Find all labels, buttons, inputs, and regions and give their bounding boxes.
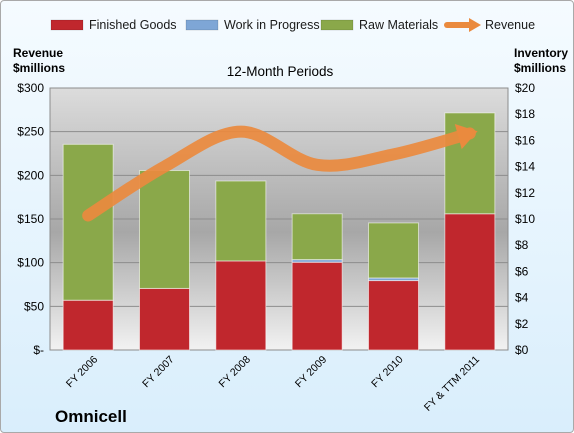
x-tick-label: FY 2006 <box>64 354 101 391</box>
right-tick-label: $0 <box>515 343 529 357</box>
bar-raw-materials <box>291 213 343 261</box>
bar-group <box>62 112 496 351</box>
revenue-line <box>82 125 476 222</box>
legend-label: Finished Goods <box>89 18 177 32</box>
right-tick-label: $2 <box>515 317 529 331</box>
right-tick-label: $8 <box>515 238 529 252</box>
left-tick-label: $200 <box>17 168 44 182</box>
bar-finished-goods <box>139 287 190 351</box>
left-tick-label: $100 <box>17 256 44 270</box>
right-tick-label: $12 <box>515 186 535 200</box>
x-axis-ticks: FY 2006 FY 2007 FY 2008 FY 2009 FY 2010 FY & … <box>64 354 482 414</box>
right-tick-label: $18 <box>515 107 535 121</box>
bar-finished-goods <box>215 260 267 351</box>
legend-swatch <box>320 19 354 31</box>
left-tick-label: $150 <box>17 212 44 226</box>
right-tick-label: $10 <box>515 212 535 226</box>
bar-raw-materials <box>62 143 114 301</box>
gridlines <box>50 87 508 351</box>
bar-raw-materials <box>368 222 419 279</box>
left-axis-title-line2: $millions <box>13 61 65 75</box>
left-tick-label: $300 <box>17 81 44 95</box>
x-tick-label: FY 2009 <box>293 354 330 391</box>
x-tick-label: FY 2010 <box>369 354 406 391</box>
right-tick-label: $20 <box>515 81 535 95</box>
x-tick-label: FY 2007 <box>140 354 177 391</box>
right-axis-title-line2: $millions <box>514 61 566 75</box>
bar-finished-goods <box>444 213 496 351</box>
bar-raw-materials <box>215 180 267 262</box>
legend-label: Raw Materials <box>359 18 438 32</box>
right-tick-label: $6 <box>515 264 529 278</box>
company-name: Omnicell <box>55 407 127 426</box>
right-tick-label: $14 <box>515 160 535 174</box>
right-tick-label: $4 <box>515 291 529 305</box>
bar-raw-materials <box>139 170 190 289</box>
legend-label: Revenue <box>485 18 535 32</box>
left-axis-ticks: $- $50 $100 $150 $200 $250 $300 <box>17 81 44 357</box>
x-tick-label: FY & TTM 2011 <box>422 354 482 414</box>
left-tick-label: $250 <box>17 125 44 139</box>
revenue-line-group <box>82 124 478 222</box>
legend: Finished Goods Work in Progress Raw Materi… <box>50 18 535 32</box>
left-axis-title-line1: Revenue <box>13 46 63 60</box>
bar-finished-goods <box>62 299 114 351</box>
bar-finished-goods <box>291 261 343 351</box>
right-axis-ticks: $0 $2 $4 $6 $8 $10 $12 $14 $16 $18 $20 <box>515 81 535 357</box>
chart-title: 12-Month Periods <box>227 64 334 79</box>
left-tick-label: $50 <box>24 299 44 313</box>
left-tick-label: $- <box>33 343 44 357</box>
legend-swatch <box>185 19 219 31</box>
right-tick-label: $16 <box>515 133 535 147</box>
legend-swatch <box>50 19 84 31</box>
legend-label: Work in Progress <box>224 18 320 32</box>
right-axis-title-line1: Inventory <box>514 46 568 60</box>
revenue-arrowhead <box>454 124 478 150</box>
legend-swatch-arrowhead <box>469 18 481 32</box>
x-tick-label: FY 2008 <box>217 354 254 391</box>
bar-finished-goods <box>368 280 419 351</box>
